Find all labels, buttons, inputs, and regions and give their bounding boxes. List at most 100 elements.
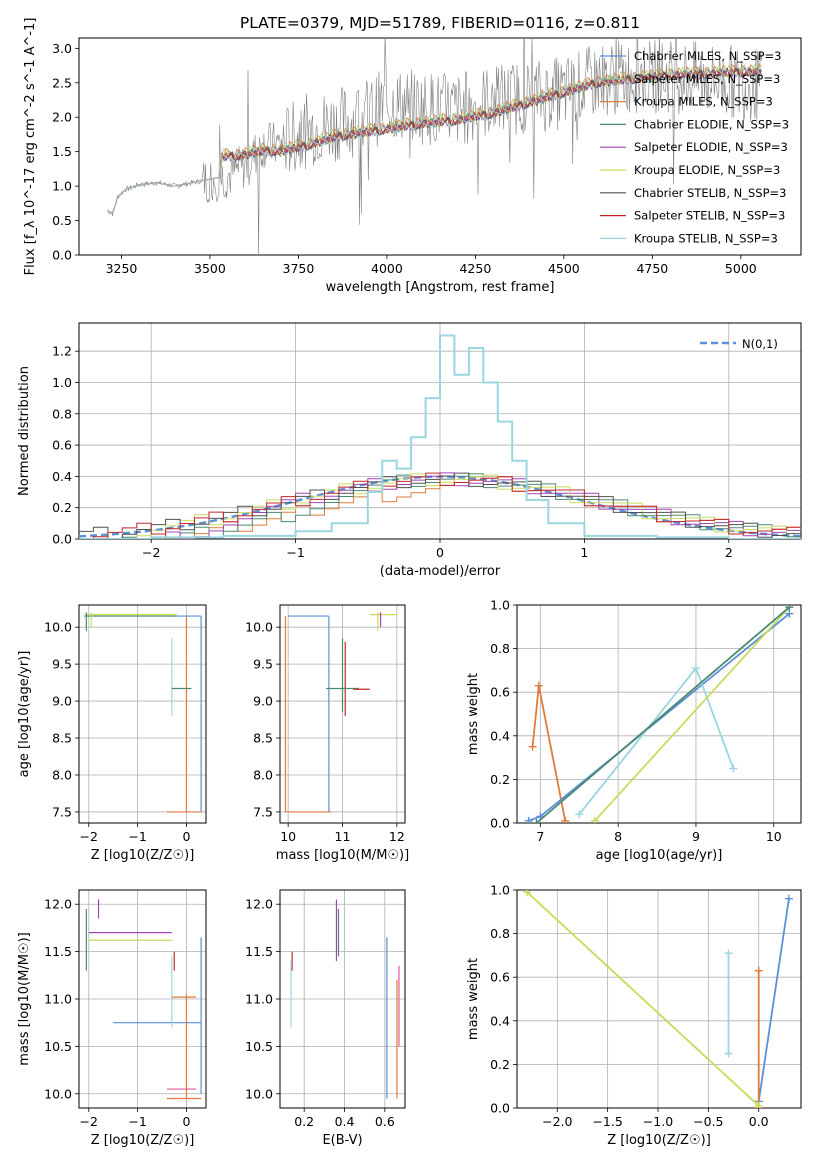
y-tick-label: 10.5 [44,1039,72,1054]
y-tick-label: 11.5 [44,944,72,959]
axes-weight-vs-age: 7 8 9 10 0.0 0.2 0.4 0.6 0.8 1.0 age [log10(age/yr… [466,598,802,863]
x-tick-label: −1 [128,1114,146,1129]
x-axis-label: E(B-V) [322,1133,362,1148]
data-point [534,681,543,690]
y-axis-label: mass [log10(M/M☉)] [17,932,32,1065]
x-tick-label: 0 [182,1114,190,1129]
grid [517,604,801,824]
x-tick-label: −2 [142,545,160,560]
series-line [535,606,790,823]
data-spectrum-line [107,38,763,255]
series-line [578,666,735,815]
y-tick-label: 0.2 [490,772,510,787]
y-tick-label: 0.8 [490,641,510,656]
plot-area [524,605,794,823]
y-tick-label: 7.5 [253,804,273,819]
data-point [575,810,584,819]
legend-entry: Kroupa ELODIE, N_SSP=3 [634,163,780,177]
axes-residuals: −2 −1 0 1 2 0.0 0.2 0.4 0.6 0.8 1.0 1.2 (data-model)… [17,322,802,579]
axes-age-vs-mass: 10 11 12 7.5 8.0 8.5 9.0 9.5 10.0 mass [log10(M/M… [245,604,409,863]
data-point [524,816,533,823]
y-tick-label: 10.0 [44,620,72,635]
y-tick-label: 8.0 [52,767,72,782]
x-tick-label: −1.0 [643,1114,673,1129]
axes-mass-vs-EBV: 0.2 0.4 0.6 10.0 10.5 11.0 11.5 12.0 E(B-V) [245,889,406,1148]
data-point [724,949,733,958]
x-tick-label: 0.4 [335,1114,355,1129]
y-tick-label: 0.0 [490,816,510,831]
x-tick-label: −1 [286,545,304,560]
y-tick-label: 0.8 [490,926,510,941]
axes-spectrum: 3250 3500 3750 4000 4250 4500 4750 5000 0.0 0.5 1.… [23,18,802,295]
legend: N(0,1) [700,337,778,351]
y-tick-label: 1.0 [52,179,72,194]
data-point [691,664,700,673]
x-axis-label: Z [log10(Z/Z☉)] [91,848,195,863]
y-tick-label: 0.6 [52,438,72,453]
y-tick-label: 1.0 [52,375,72,390]
x-tick-label: 0.6 [375,1114,395,1129]
legend-entry: Kroupa STELIB, N_SSP=3 [634,231,778,245]
plot-area [107,38,763,255]
x-tick-label: 10 [280,829,296,844]
y-tick-label: 12.0 [245,897,273,912]
legend-entry: Salpeter ELODIE, N_SSP=3 [634,140,788,154]
x-tick-label: 7 [536,829,544,844]
model-line [107,67,762,214]
y-tick-label: 8.0 [253,767,273,782]
y-tick-label: 0.6 [490,685,510,700]
y-tick-label: 8.5 [52,731,72,746]
data-point [754,966,763,975]
data-point [724,1049,733,1058]
y-tick-label: 2.5 [52,75,72,90]
y-tick-label: 9.0 [253,694,273,709]
plot-area [523,890,793,1108]
y-tick-label: 0.6 [490,970,510,985]
data-point [523,890,532,897]
x-tick-label: 4500 [548,261,580,276]
y-tick-label: 0.0 [52,248,72,263]
y-tick-label: 10.5 [245,1039,273,1054]
y-tick-label: 0.8 [52,406,72,421]
y-tick-label: 1.2 [52,344,72,359]
y-tick-label: 10.0 [245,1086,273,1101]
plot-frame [279,604,406,824]
x-tick-label: −1.5 [592,1114,622,1129]
data-point [784,894,793,903]
legend-entry: Chabrier ELODIE, N_SSP=3 [634,117,789,131]
data-point [561,816,570,823]
plot-frame [279,889,406,1109]
x-axis-label: mass [log10(M/M☉)] [276,848,409,863]
x-tick-label: 5000 [725,261,757,276]
y-tick-label: 0.2 [52,500,72,515]
legend-entry: Chabrier MILES, N_SSP=3 [634,49,781,63]
plot-frame [78,37,802,256]
x-tick-label: 10 [766,829,782,844]
y-tick-label: 1.0 [490,598,510,613]
data-point [729,764,738,773]
y-tick-label: 0.2 [490,1057,510,1072]
x-tick-label: 4750 [636,261,668,276]
y-tick-label: 3.0 [52,41,72,56]
x-tick-label: 0.2 [294,1114,314,1129]
plot-frame [78,604,207,824]
x-tick-label: 4250 [459,261,491,276]
y-tick-label: 9.5 [52,657,72,672]
data-point [754,1101,763,1108]
x-axis-label: (data-model)/error [380,564,501,579]
y-tick-label: 0.4 [490,1013,510,1028]
x-tick-label: −0.5 [693,1114,723,1129]
y-tick-label: 0.0 [52,532,72,547]
axes-mass-vs-Z: −2 −1 0 10.0 10.5 11.0 11.5 12.0 Z [log10(Z/Z☉)]… [17,889,207,1148]
series-line [757,898,790,1102]
x-tick-label: 3500 [194,261,226,276]
axes-age-vs-Z: −2 −1 0 7.5 8.0 8.5 9.0 9.5 10.0 Z [log10(Z/Z☉)] a… [17,604,207,863]
plot-area [79,334,801,539]
grid [280,605,405,823]
legend-entry: Salpeter STELIB, N_SSP=3 [634,209,785,223]
x-tick-label: −2 [80,829,98,844]
y-tick-label: 9.5 [253,657,273,672]
y-tick-label: 10.0 [44,1086,72,1101]
y-tick-label: 0.4 [490,728,510,743]
plot-area [85,899,202,1100]
